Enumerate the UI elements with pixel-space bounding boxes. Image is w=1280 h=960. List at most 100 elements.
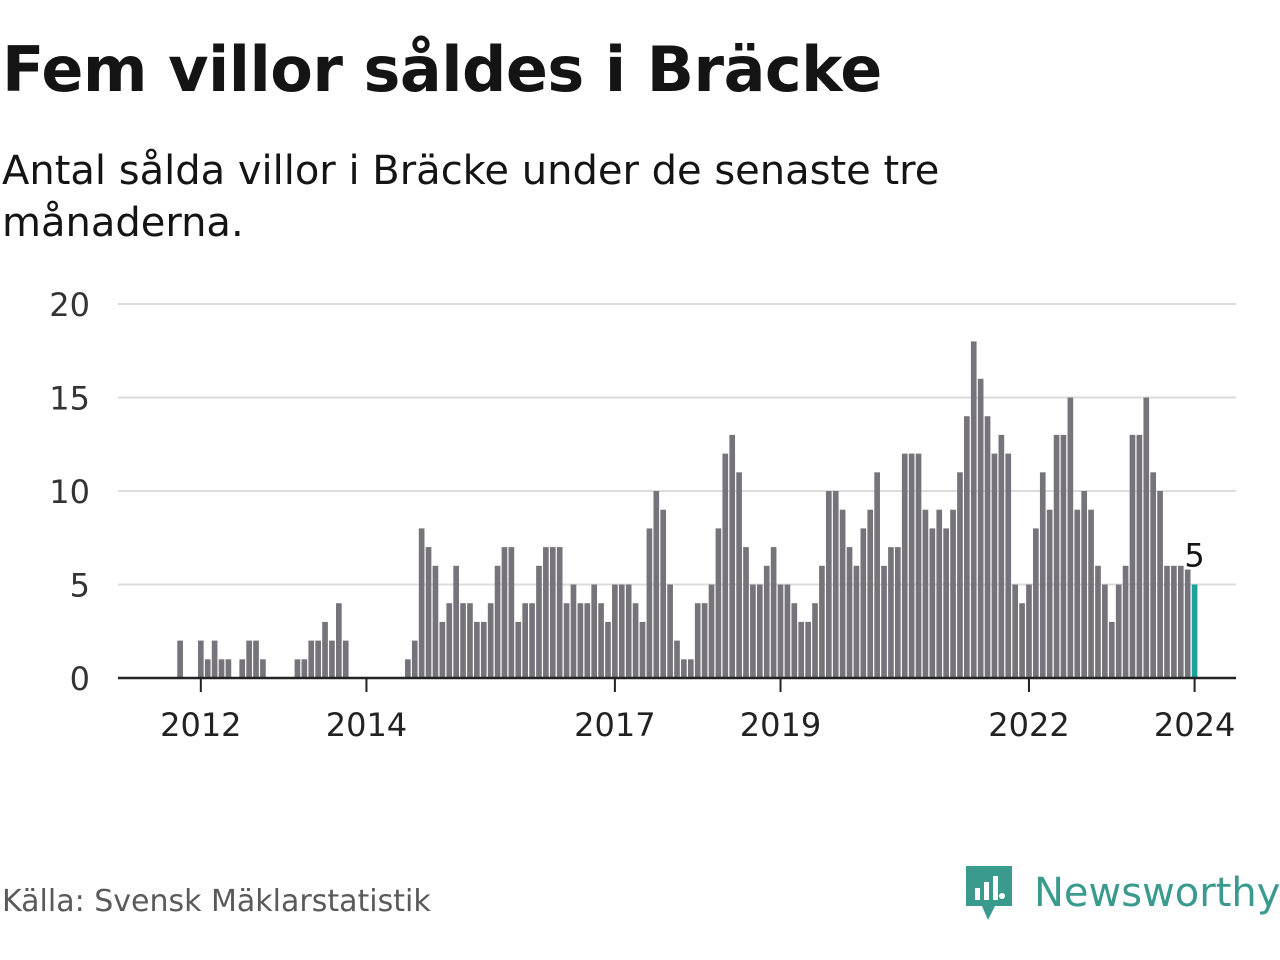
y-tick-label-0: 0 <box>70 660 90 698</box>
bar-2022-07 <box>1067 397 1074 678</box>
bar-2022-02 <box>1033 528 1039 678</box>
bar-2016-11 <box>598 603 604 678</box>
bar-2020-03 <box>874 472 880 678</box>
x-tick-label-2014: 2014 <box>326 706 407 744</box>
x-tick-label-2012: 2012 <box>160 706 241 744</box>
bar-2018-02 <box>701 603 708 678</box>
bar-2016-03 <box>543 547 549 678</box>
bar-2020-10 <box>922 509 929 678</box>
bar-2021-12 <box>1019 603 1025 678</box>
bar-2017-06 <box>646 528 653 678</box>
bar-chart: 0 5 10 15 20 2012 2014 2017 2019 2022 2024 5 <box>49 286 1236 744</box>
bar-2019-05 <box>805 621 811 678</box>
bar-2023-11 <box>1177 565 1184 678</box>
last-value-label: 5 <box>1184 537 1204 575</box>
bar-2013-05 <box>308 640 315 678</box>
bar-2017-08 <box>660 509 667 678</box>
bar-2015-05 <box>474 621 480 678</box>
bar-2014-11 <box>432 565 439 678</box>
bar-2018-01 <box>694 603 701 678</box>
bar-2016-01 <box>529 603 535 678</box>
bar-2021-11 <box>1012 584 1018 678</box>
bar-2015-03 <box>460 603 466 678</box>
bar-2013-10 <box>342 640 349 678</box>
brand-name: Newsworthy <box>1034 870 1280 916</box>
bar-2020-11 <box>929 528 936 678</box>
bar-2023-03 <box>1122 565 1129 678</box>
bar-2015-06 <box>480 621 487 678</box>
bar-2012-03 <box>211 640 218 678</box>
bar-2019-12 <box>853 565 860 678</box>
bar-2016-10 <box>591 584 598 678</box>
bar-2016-09 <box>584 603 591 678</box>
bar-2022-11 <box>1095 565 1101 678</box>
bar-2024-01 <box>1191 584 1198 678</box>
bar-2020-01 <box>860 528 867 678</box>
bar-2016-12 <box>605 621 611 678</box>
source-note: Källa: Svensk Mäklarstatistik <box>2 884 431 919</box>
bar-2012-02 <box>204 659 211 678</box>
bar-2014-12 <box>439 621 446 678</box>
chart-title: Fem villor såldes i Bräcke <box>2 33 882 106</box>
bar-2012-07 <box>239 659 246 678</box>
bar-2021-04 <box>964 416 970 678</box>
bar-2012-08 <box>246 640 252 678</box>
bar-2019-04 <box>798 621 805 678</box>
bar-2014-08 <box>411 640 418 678</box>
bar-2019-08 <box>825 491 832 678</box>
bar-2023-02 <box>1115 584 1122 678</box>
bar-2015-04 <box>467 603 473 678</box>
x-tick-label-2024: 2024 <box>1154 706 1235 744</box>
bar-2023-10 <box>1171 565 1177 678</box>
bar-2016-08 <box>577 603 584 678</box>
bar-2023-07 <box>1150 472 1157 678</box>
bar-2019-07 <box>819 565 825 678</box>
bar-2021-03 <box>957 472 963 678</box>
bar-2018-04 <box>715 528 722 678</box>
bar-2011-10 <box>177 640 183 678</box>
bar-2019-03 <box>791 603 798 678</box>
bar-2017-10 <box>674 640 680 678</box>
bar-2020-06 <box>895 547 901 678</box>
bar-2022-10 <box>1088 509 1094 678</box>
bar-2012-10 <box>260 659 266 678</box>
bar-2013-04 <box>301 659 308 678</box>
bar-2018-09 <box>750 584 756 678</box>
bar-2022-06 <box>1060 434 1067 678</box>
bar-2022-09 <box>1081 491 1088 678</box>
bar-2018-11 <box>763 565 770 678</box>
bar-2015-11 <box>515 621 522 678</box>
bar-2023-12 <box>1184 569 1191 678</box>
bar-2020-05 <box>888 547 894 678</box>
bar-2015-01 <box>446 603 453 678</box>
bar-2013-03 <box>294 659 301 678</box>
bar-2013-07 <box>322 621 328 678</box>
bar-2020-12 <box>936 509 943 678</box>
x-tick-label-2022: 2022 <box>988 706 1069 744</box>
bar-2019-02 <box>784 584 791 678</box>
bar-2017-12 <box>687 659 694 678</box>
bar-2023-09 <box>1164 565 1170 678</box>
y-tick-label-20: 20 <box>49 286 90 324</box>
bar-2012-01 <box>197 640 204 678</box>
bar-2021-05 <box>970 341 977 678</box>
bar-2018-08 <box>743 547 749 678</box>
brand-logo[interactable]: Newsworthy <box>962 862 1280 924</box>
bar-2015-08 <box>494 565 501 678</box>
bar-2013-09 <box>336 603 342 678</box>
bar-2012-05 <box>225 659 232 678</box>
bar-2021-10 <box>1005 453 1012 678</box>
bar-2023-06 <box>1143 397 1150 678</box>
bar-2022-12 <box>1102 584 1108 678</box>
bar-2017-03 <box>625 584 632 678</box>
bar-2021-09 <box>998 434 1005 678</box>
bar-2020-04 <box>881 565 887 678</box>
bar-2020-08 <box>908 453 915 678</box>
bar-2023-01 <box>1108 621 1115 678</box>
bar-2015-09 <box>501 547 508 678</box>
bar-2023-05 <box>1136 434 1143 678</box>
bar-2014-09 <box>418 528 425 678</box>
bar-2016-05 <box>556 547 563 678</box>
bar-2014-07 <box>405 659 411 678</box>
bar-2012-04 <box>218 659 225 678</box>
